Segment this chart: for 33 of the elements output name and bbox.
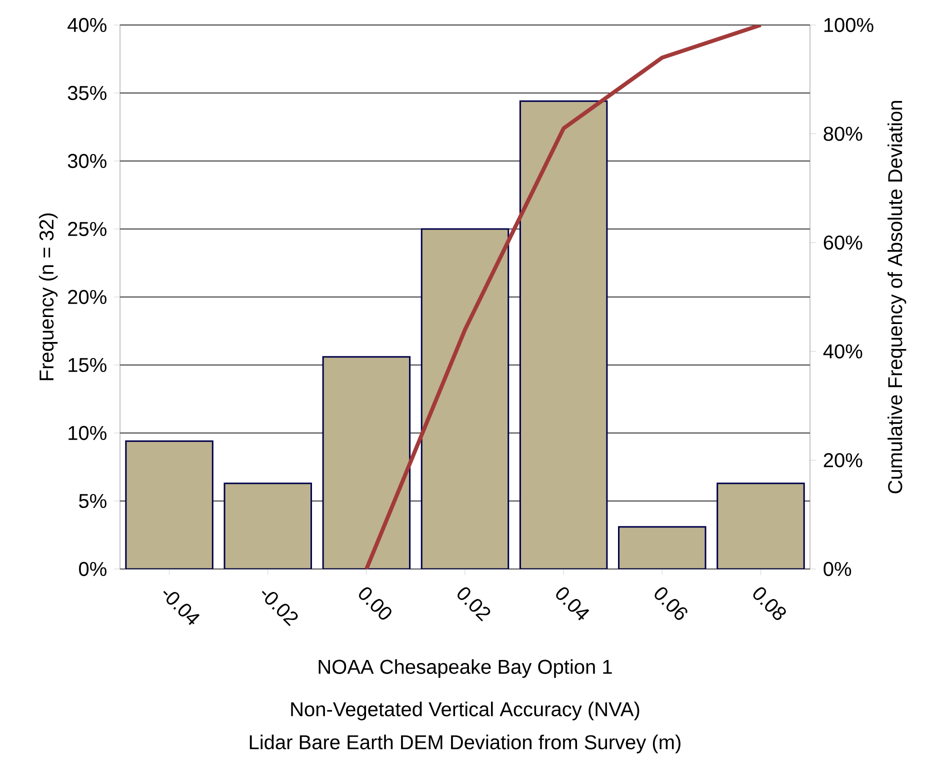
- y-tick-label: 25%: [68, 222, 106, 236]
- y-tick-label: 30%: [68, 154, 106, 168]
- y-tick-label: 5%: [79, 494, 106, 508]
- x-tick-label: 0.00: [359, 587, 392, 620]
- y-tick-label: 40%: [68, 18, 106, 32]
- text: Non-Vegetated Vertical Accuracy (NVA): [291, 702, 640, 720]
- y-tick-label: 15%: [68, 358, 106, 372]
- line-series: [364, 24, 763, 569]
- x-tick-label: 0.06: [654, 587, 688, 620]
- y2-tick-label: 80%: [824, 126, 862, 141]
- y-tick-label: 20%: [68, 290, 106, 304]
- y-tick-label: 0%: [79, 562, 106, 576]
- y2-tick-label: 20%: [824, 453, 862, 468]
- x-tick-label: -0.04: [163, 590, 200, 626]
- y2-tick-label: 0%: [824, 562, 852, 576]
- bar: [322, 356, 411, 569]
- y-tick-label: 35%: [68, 86, 106, 100]
- y2-tick-label: 100%: [824, 18, 874, 32]
- bar: [224, 482, 312, 569]
- y-axis-title: Frequency (n = 32): [38, 214, 58, 380]
- x-axis-title: NOAA Chesapeake Bay Option 1: [318, 659, 612, 678]
- bar: [420, 228, 510, 569]
- y-tick-label: 10%: [68, 426, 106, 440]
- bar: [519, 100, 608, 569]
- y2-axis-title: Cumulative Frequency of Absolute Deviation: [888, 101, 906, 494]
- bar: [125, 440, 214, 569]
- x-tick-label: 0.04: [556, 587, 590, 620]
- x-tick-label: 0.08: [753, 587, 786, 620]
- bar: [618, 526, 706, 569]
- y2-tick-label: 40%: [823, 344, 862, 358]
- bar: [716, 482, 805, 569]
- text: Lidar Bare Earth DEM Deviation from Survey (m): [250, 734, 680, 754]
- y2-tick-label: 60%: [824, 236, 862, 250]
